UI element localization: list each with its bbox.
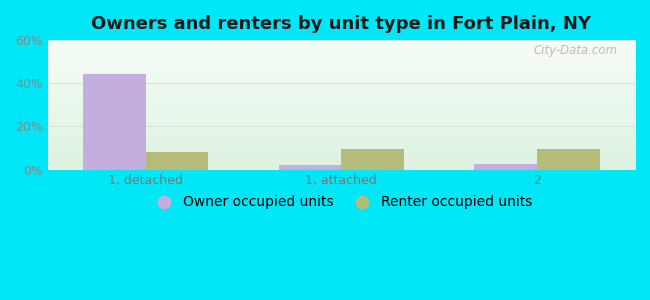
Title: Owners and renters by unit type in Fort Plain, NY: Owners and renters by unit type in Fort … (92, 15, 592, 33)
Bar (279, 165, 341, 169)
Legend: Owner occupied units, Renter occupied units: Owner occupied units, Renter occupied un… (144, 189, 538, 214)
Bar (83, 74, 146, 170)
Bar (474, 164, 537, 170)
Text: City-Data.com: City-Data.com (533, 44, 618, 57)
Bar (146, 152, 208, 170)
Bar (537, 149, 600, 169)
Bar (341, 149, 404, 169)
